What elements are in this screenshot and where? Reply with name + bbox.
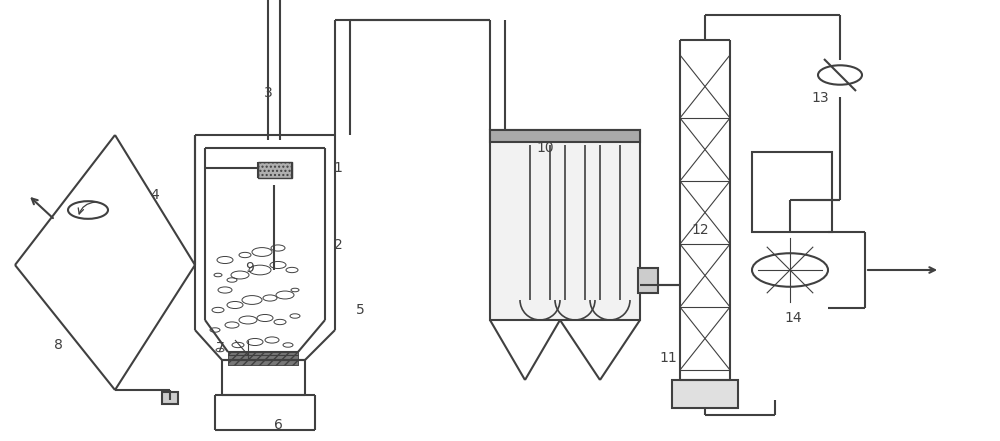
- Text: 7: 7: [216, 341, 224, 355]
- Text: 8: 8: [54, 338, 62, 352]
- Text: 13: 13: [811, 91, 829, 105]
- Bar: [490, 130, 640, 320]
- Text: 14: 14: [784, 311, 802, 325]
- Bar: [228, 352, 298, 365]
- Bar: [638, 268, 658, 293]
- Text: 2: 2: [334, 238, 342, 252]
- Text: 5: 5: [356, 303, 364, 317]
- Text: 1: 1: [334, 161, 342, 175]
- Text: 4: 4: [151, 188, 159, 202]
- Bar: [672, 380, 738, 408]
- Text: 12: 12: [691, 223, 709, 237]
- Bar: [752, 152, 832, 232]
- Bar: [228, 352, 298, 365]
- Text: 9: 9: [246, 261, 254, 275]
- Text: 11: 11: [659, 351, 677, 365]
- Bar: [258, 162, 292, 178]
- Bar: [162, 392, 178, 404]
- Text: 10: 10: [536, 141, 554, 155]
- Text: 6: 6: [274, 418, 282, 432]
- Bar: [490, 130, 640, 142]
- Text: 3: 3: [264, 86, 272, 100]
